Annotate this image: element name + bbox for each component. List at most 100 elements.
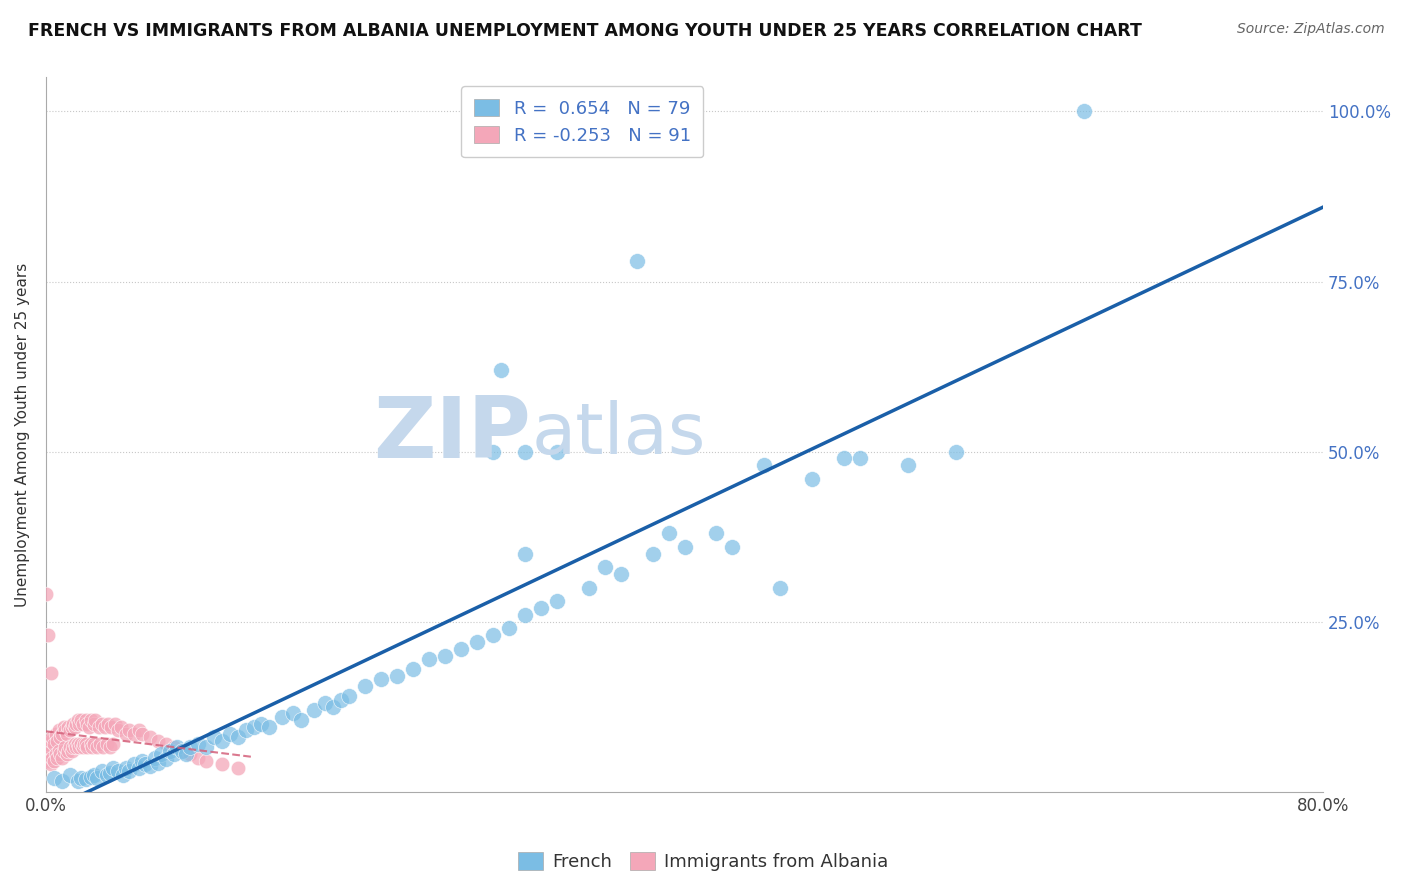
Point: [97, 716, 120, 731]
Point: [72, 716, 94, 731]
Point: [721, 540, 744, 554]
Point: [66, 774, 89, 789]
Point: [114, 761, 136, 775]
Point: [139, 759, 162, 773]
Point: [370, 673, 392, 687]
Point: [42, 737, 65, 751]
Point: [202, 731, 225, 745]
Point: [66, 713, 89, 727]
Point: [70, 771, 93, 785]
Point: [42, 754, 65, 768]
Point: [70, 713, 93, 727]
Point: [75, 772, 97, 787]
Point: [163, 747, 186, 762]
Point: [98, 740, 121, 755]
Point: [418, 652, 440, 666]
Point: [1073, 104, 1095, 119]
Point: [53, 740, 76, 755]
Point: [62, 740, 84, 755]
Point: [211, 733, 233, 747]
Text: Source: ZipAtlas.com: Source: ZipAtlas.com: [1237, 22, 1385, 37]
Point: [37, 628, 59, 642]
Point: [302, 703, 325, 717]
Point: [98, 765, 121, 780]
Point: [59, 740, 82, 755]
Point: [72, 740, 94, 755]
Point: [242, 720, 264, 734]
Point: [35, 587, 58, 601]
Point: [128, 761, 150, 775]
Point: [51, 727, 73, 741]
Point: [83, 716, 105, 731]
Point: [434, 648, 457, 663]
Point: [122, 757, 145, 772]
Point: [194, 740, 217, 755]
Point: [76, 740, 98, 755]
Point: [609, 567, 631, 582]
Point: [110, 720, 132, 734]
Point: [70, 737, 93, 751]
Point: [218, 727, 240, 741]
Point: [155, 737, 177, 751]
Point: [63, 720, 86, 734]
Point: [46, 733, 69, 747]
Point: [52, 720, 75, 734]
Text: atlas: atlas: [531, 401, 706, 469]
Point: [337, 690, 360, 704]
Point: [187, 750, 209, 764]
Point: [45, 747, 67, 762]
Point: [578, 581, 600, 595]
Point: [38, 754, 60, 768]
Point: [48, 723, 70, 738]
Point: [513, 607, 536, 622]
Point: [39, 665, 62, 680]
Point: [75, 713, 97, 727]
Point: [38, 740, 60, 755]
Point: [146, 756, 169, 771]
Point: [498, 622, 520, 636]
Point: [546, 444, 568, 458]
Point: [60, 720, 83, 734]
Point: [83, 767, 105, 781]
Point: [35, 737, 58, 751]
Point: [849, 451, 872, 466]
Point: [122, 727, 145, 741]
Point: [77, 720, 100, 734]
Point: [146, 733, 169, 747]
Point: [226, 731, 249, 745]
Point: [187, 737, 209, 751]
Point: [402, 662, 425, 676]
Point: [60, 744, 83, 758]
Point: [90, 764, 112, 779]
Text: ZIP: ZIP: [374, 393, 531, 476]
Point: [482, 628, 505, 642]
Point: [35, 750, 58, 764]
Point: [271, 710, 294, 724]
Point: [626, 254, 648, 268]
Point: [79, 737, 101, 751]
Y-axis label: Unemployment Among Youth under 25 years: Unemployment Among Youth under 25 years: [15, 262, 30, 607]
Point: [769, 581, 792, 595]
Point: [832, 451, 855, 466]
Point: [39, 757, 62, 772]
Text: FRENCH VS IMMIGRANTS FROM ALBANIA UNEMPLOYMENT AMONG YOUTH UNDER 25 YEARS CORREL: FRENCH VS IMMIGRANTS FROM ALBANIA UNEMPL…: [28, 22, 1142, 40]
Point: [63, 737, 86, 751]
Point: [211, 757, 233, 772]
Point: [59, 767, 82, 781]
Point: [111, 767, 134, 781]
Point: [450, 641, 472, 656]
Point: [945, 444, 967, 458]
Point: [385, 669, 408, 683]
Point: [69, 740, 91, 755]
Point: [96, 767, 118, 781]
Point: [482, 444, 505, 458]
Point: [159, 744, 181, 758]
Point: [83, 737, 105, 751]
Point: [39, 733, 62, 747]
Point: [96, 737, 118, 751]
Point: [86, 740, 108, 755]
Point: [46, 750, 69, 764]
Point: [513, 444, 536, 458]
Point: [155, 752, 177, 766]
Point: [65, 716, 87, 731]
